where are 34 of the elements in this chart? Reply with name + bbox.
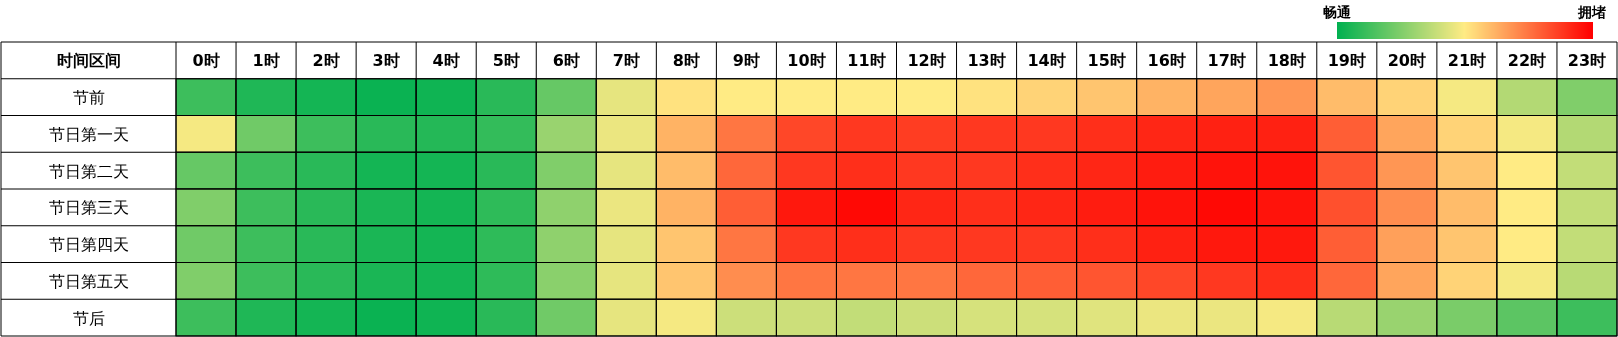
x-tick-label: 15时 [1087, 51, 1126, 71]
y-tick-label: 节日第三天 [48, 198, 129, 218]
x-tick-label: 6时 [552, 51, 580, 71]
x-tick-label: 0时 [192, 51, 220, 71]
y-tick-label: 节前 [72, 88, 105, 108]
x-tick-label: 19时 [1327, 51, 1366, 71]
y-tick-label: 节日第五天 [48, 271, 129, 291]
x-tick-label: 10时 [787, 51, 826, 71]
y-axis-title: 时间区间 [56, 51, 121, 71]
x-tick-label: 22时 [1507, 51, 1547, 71]
x-tick-label: 12时 [907, 51, 946, 71]
x-tick-label: 18时 [1267, 51, 1306, 71]
y-tick-label: 节后 [72, 308, 105, 328]
x-tick-label: 8时 [672, 51, 700, 71]
x-tick-label: 23时 [1567, 51, 1607, 71]
y-tick-label: 节日第一天 [48, 124, 129, 144]
x-tick-label: 5时 [492, 51, 520, 71]
color-bar-label: 畅通 [1322, 4, 1352, 20]
y-tick-label: 节日第四天 [48, 235, 129, 255]
x-tick-label: 7时 [612, 51, 640, 71]
x-tick-label: 4时 [432, 51, 460, 71]
x-tick-label: 17时 [1207, 51, 1246, 71]
x-tick-label: 13时 [967, 51, 1006, 71]
x-tick-label: 16时 [1147, 51, 1186, 71]
x-tick-label: 14时 [1027, 51, 1066, 71]
color-bar-label: 拥堵 [1577, 4, 1606, 20]
x-tick-label: 9时 [732, 51, 760, 71]
x-tick-label: 3时 [372, 51, 400, 71]
x-tick-label: 11时 [847, 51, 886, 71]
x-tick-label: 1时 [252, 51, 280, 71]
x-tick-label: 20时 [1387, 51, 1426, 71]
x-tick-label: 2时 [312, 51, 340, 71]
y-tick-label: 节日第二天 [48, 161, 129, 181]
x-tick-label: 21时 [1447, 51, 1487, 71]
